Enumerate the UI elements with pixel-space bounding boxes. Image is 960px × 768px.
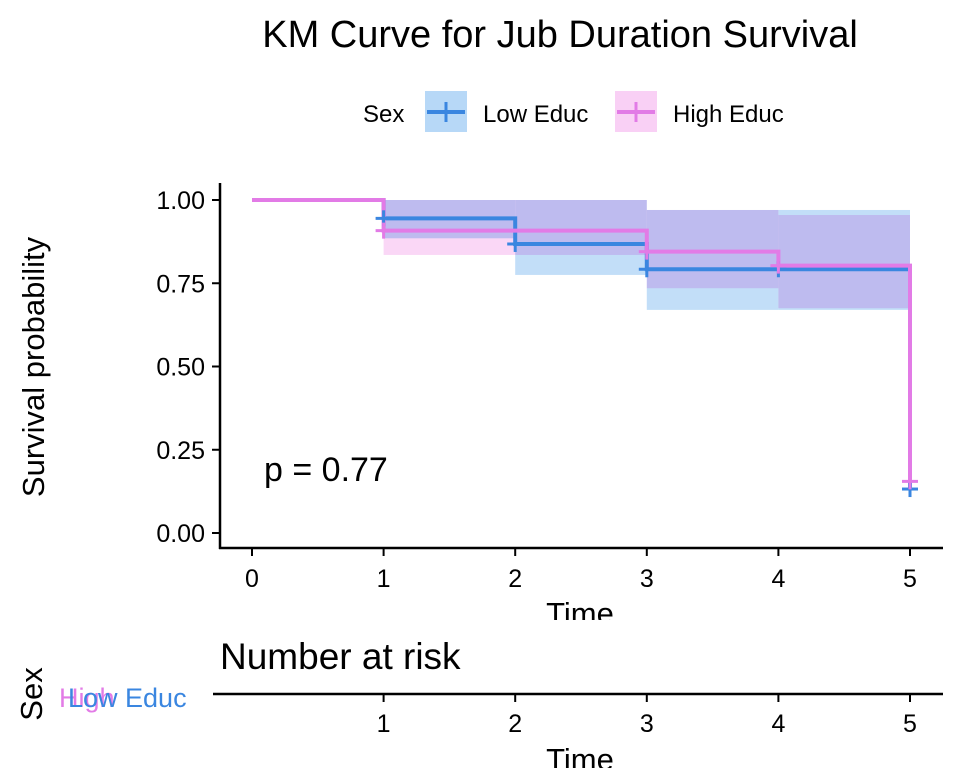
risk-x-tick-label: 3 [640, 710, 654, 738]
x-tick-label: 0 [245, 565, 259, 593]
risk-table-y-axis-title: Sex [14, 667, 49, 721]
x-tick-label: 5 [903, 565, 917, 593]
ci-band-high-educ [515, 200, 647, 255]
x-tick-label: 3 [640, 565, 654, 593]
risk-table-x-ticks: 1 2 3 4 5 [377, 694, 917, 738]
censor-marks [375, 210, 918, 498]
x-axis-ticks: 0 1 2 3 4 5 [245, 548, 917, 593]
censor-mark-high-educ [770, 257, 787, 274]
y-tick-label: 0.50 [156, 354, 205, 382]
y-tick-label: 0.00 [156, 520, 205, 548]
legend-label-high-educ: High Educ [673, 101, 784, 128]
censor-mark-low-educ [507, 235, 524, 252]
risk-row-label-high: High [59, 683, 115, 713]
risk-table: Number at risk Sex High Low Educ 1 2 3 4 5 T… [14, 636, 943, 768]
y-axis-title: Survival probability [16, 236, 51, 497]
risk-table-title: Number at risk [220, 636, 461, 677]
risk-x-tick-label: 1 [377, 710, 391, 738]
y-tick-label: 0.25 [156, 437, 205, 465]
risk-x-tick-label: 2 [508, 710, 522, 738]
chart-title: KM Curve for Jub Duration Survival [262, 14, 858, 56]
legend-item-low-educ: Low Educ [425, 91, 588, 132]
risk-x-axis-title-clip: Time [546, 742, 614, 768]
x-tick-label: 2 [508, 565, 522, 593]
x-tick-label: 4 [771, 565, 785, 593]
risk-table-x-axis-title: Time [546, 742, 614, 768]
p-value-annotation: p = 0.77 [264, 451, 388, 489]
ci-band-high-educ [778, 214, 910, 309]
risk-x-tick-label: 4 [771, 710, 785, 738]
ci-band-high-educ [383, 200, 516, 255]
censor-mark-high-educ [902, 473, 918, 490]
legend-label-low-educ: Low Educ [483, 101, 588, 128]
x-axis-title-clip: Time [546, 596, 614, 631]
legend-item-high-educ: High Educ [615, 91, 784, 132]
censor-mark-high-educ [375, 222, 392, 239]
legend-title: Sex [363, 101, 404, 128]
y-axis-ticks: 0.00 0.25 0.50 0.75 1.00 [156, 187, 220, 548]
x-axis-title: Time [546, 596, 614, 631]
censor-mark-high-educ [638, 243, 655, 260]
y-tick-label: 0.75 [156, 270, 205, 298]
risk-row-label-low-educ: Low Educ [68, 683, 187, 713]
risk-x-tick-label: 5 [903, 710, 917, 738]
y-tick-label: 1.00 [156, 187, 205, 215]
legend: Sex Low Educ High Educ [363, 91, 784, 132]
censor-mark-low-educ [638, 261, 655, 278]
x-tick-label: 1 [377, 565, 391, 593]
ci-band-high-educ [646, 209, 779, 289]
